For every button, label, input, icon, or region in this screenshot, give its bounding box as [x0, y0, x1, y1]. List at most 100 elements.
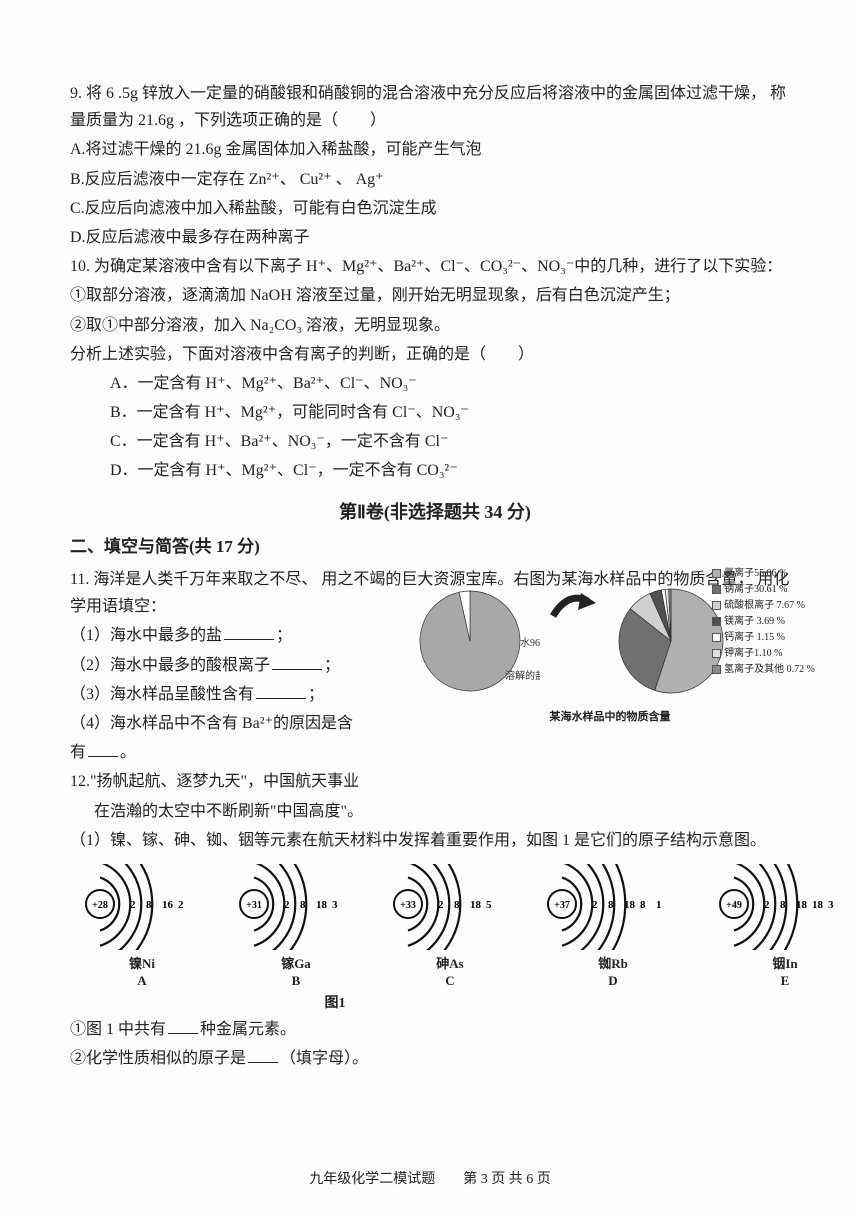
part2-title: 第Ⅱ卷(非选择题共 34 分)	[70, 497, 800, 528]
q9-option-a: A.将过滤干燥的 21.6g 金属固体加入稀盐酸，可能产生气泡	[70, 136, 800, 163]
svg-text:8: 8	[780, 899, 786, 911]
blank	[272, 654, 322, 670]
svg-text:18: 18	[796, 899, 808, 911]
q12-stem2: 在浩瀚的太空中不断刷新"中国高度"。	[70, 798, 800, 825]
fig1-label: 图1	[0, 992, 800, 1016]
svg-text:3: 3	[332, 899, 338, 911]
q12-sub1b: 种金属元素。	[200, 1021, 296, 1038]
legend-label: 钠离子30.61 %	[724, 582, 787, 597]
legend-item: 硫酸根离子 7.67 %	[712, 598, 815, 613]
svg-text:3: 3	[828, 899, 834, 911]
page-footer: 九年级化学二模试题 第 3 页 共 6 页	[0, 1168, 860, 1192]
q12-sub1: ①图 1 中共有 种金属元素。	[70, 1016, 800, 1043]
legend-swatch	[712, 649, 721, 658]
svg-text:2: 2	[764, 899, 770, 911]
q9-option-b: B.反应后滤液中一定存在 Zn²⁺、 Cu²⁺ 、 Ag⁺	[70, 166, 800, 193]
section2-title: 二、填空与简答(共 17 分)	[70, 533, 800, 562]
svg-text:18: 18	[316, 899, 328, 911]
blank	[256, 683, 306, 699]
q11-p3-text: （3）海水样品呈酸性含有	[70, 686, 254, 703]
svg-text:18: 18	[812, 899, 824, 911]
q12-stem1: 12."扬帆起航、逐梦九天"，中国航天事业	[70, 768, 800, 795]
q11-p2-text: （2）海水中最多的酸根离子	[70, 657, 270, 674]
q11-p4b-text: 有	[70, 744, 86, 761]
legend-swatch	[712, 617, 721, 626]
atom-diagram: +31 28183 镓GaB	[234, 864, 358, 990]
q11-p4-end: 。	[120, 744, 136, 761]
q11-p1-text: （1）海水中最多的盐	[70, 627, 222, 644]
blank	[168, 1018, 198, 1034]
legend-item: 钾离子1.10 %	[712, 646, 815, 661]
q12-sub2: ②化学性质相似的原子是 （填字母）。	[70, 1045, 800, 1072]
svg-text:+31: +31	[246, 900, 262, 911]
q9-option-d: D.反应后滤液中最多存在两种离子	[70, 224, 800, 251]
legend-swatch	[712, 601, 721, 610]
q9-stem: 9. 将 6 .5g 锌放入一定量的硝酸银和硝酸铜的混合溶液中充分反应后将溶液中…	[70, 80, 800, 134]
atom-diagram: +28 28162 镍NiA	[80, 864, 204, 990]
svg-text:8: 8	[640, 899, 646, 911]
q11-p2-end: ；	[324, 657, 340, 674]
q12-p1: （1）镍、镓、砷、铷、铟等元素在航天材料中发挥着重要作用，如图 1 是它们的原子…	[70, 827, 800, 854]
blank	[88, 741, 118, 757]
legend-item: 氯离子55.06 %	[712, 566, 815, 581]
atom-diagram: +49 2818183 铟InE	[714, 864, 856, 990]
pie-left: 水96.5 % 溶解的盐3.5 %	[410, 576, 540, 706]
svg-text:2: 2	[130, 899, 136, 911]
pie-caption: 某海水样品中的物质含量	[410, 708, 810, 727]
q11-p4a: （4）海水样品中不含有 Ba²⁺的原因是含	[70, 710, 400, 737]
svg-text:8: 8	[608, 899, 614, 911]
legend-label: 镁离子 3.69 %	[724, 614, 785, 629]
legend-label: 钾离子1.10 %	[724, 646, 782, 661]
svg-text:2: 2	[284, 899, 290, 911]
legend-swatch	[712, 569, 721, 578]
svg-text:5: 5	[486, 899, 492, 911]
legend-item: 镁离子 3.69 %	[712, 614, 815, 629]
pie-legend: 氯离子55.06 %钠离子30.61 %硫酸根离子 7.67 %镁离子 3.69…	[712, 566, 815, 678]
svg-text:8: 8	[146, 899, 152, 911]
q11-p3: （3）海水样品呈酸性含有 ；	[70, 681, 400, 708]
atom-diagram: +37 281881 铷RbD	[542, 864, 684, 990]
q11-p4b: 有。	[70, 739, 400, 766]
legend-item: 钙离子 1.15 %	[712, 630, 815, 645]
legend-swatch	[712, 665, 721, 674]
svg-text:18: 18	[624, 899, 636, 911]
legend-swatch	[712, 633, 721, 642]
q10-option-b: B．一定含有 H⁺、Mg²⁺，可能同时含有 Cl⁻、NO₃⁻	[70, 399, 800, 426]
legend-item: 钠离子30.61 %	[712, 582, 815, 597]
q11-p1-end: ；	[276, 627, 292, 644]
svg-text:2: 2	[592, 899, 598, 911]
svg-text:+37: +37	[554, 900, 570, 911]
q10-option-a: A．一定含有 H⁺、Mg²⁺、Ba²⁺、Cl⁻、NO₃⁻	[70, 370, 800, 397]
q11-p3-end: ；	[308, 686, 324, 703]
q10-stem: 10. 为确定某溶液中含有以下离子 H⁺、Mg²⁺、Ba²⁺、Cl⁻、CO₃²⁻…	[70, 253, 800, 280]
q12-sub2a: ②化学性质相似的原子是	[70, 1050, 246, 1067]
legend-label: 钙离子 1.15 %	[724, 630, 785, 645]
legend-item: 氢离子及其他 0.72 %	[712, 662, 815, 677]
svg-text:+33: +33	[400, 900, 416, 911]
svg-text:18: 18	[470, 899, 482, 911]
q11-p1: （1）海水中最多的盐 ；	[70, 622, 400, 649]
q10-analysis: 分析上述实验，下面对溶液中含有离子的判断，正确的是（ ）	[70, 341, 800, 368]
q10-option-d: D．一定含有 H⁺、Mg²⁺、Cl⁻，一定不含有 CO₃²⁻	[70, 457, 800, 484]
q12-sub2b: （填字母）。	[280, 1050, 368, 1067]
blank	[224, 624, 274, 640]
svg-text:16: 16	[162, 899, 174, 911]
svg-text:2: 2	[438, 899, 444, 911]
legend-swatch	[712, 585, 721, 594]
q10-exp2: ②取①中部分溶液，加入 Na₂CO₃ 溶液，无明显现象。	[70, 312, 800, 339]
svg-text:8: 8	[454, 899, 460, 911]
legend-label: 氯离子55.06 %	[724, 566, 787, 581]
q12-sub1a: ①图 1 中共有	[70, 1021, 166, 1038]
svg-text:1: 1	[656, 899, 662, 911]
q10-exp1: ①取部分溶液，逐滴滴加 NaOH 溶液至过量，刚开始无明显现象，后有白色沉淀产生…	[70, 282, 800, 309]
legend-label: 硫酸根离子 7.67 %	[724, 598, 805, 613]
arrow-icon	[548, 586, 598, 626]
atom-diagram: +33 28185 砷AsC	[388, 864, 512, 990]
q11-p2: （2）海水中最多的酸根离子 ；	[70, 652, 400, 679]
q10-option-c: C．一定含有 H⁺、Ba²⁺、NO₃⁻，一定不含有 Cl⁻	[70, 428, 800, 455]
svg-text:8: 8	[300, 899, 306, 911]
legend-label: 氢离子及其他 0.72 %	[724, 662, 815, 677]
svg-text:+28: +28	[92, 900, 108, 911]
svg-text:2: 2	[178, 899, 184, 911]
atoms-row: +28 28162 镍NiA +31 28183 镓GaB +33 28185 …	[70, 864, 800, 990]
